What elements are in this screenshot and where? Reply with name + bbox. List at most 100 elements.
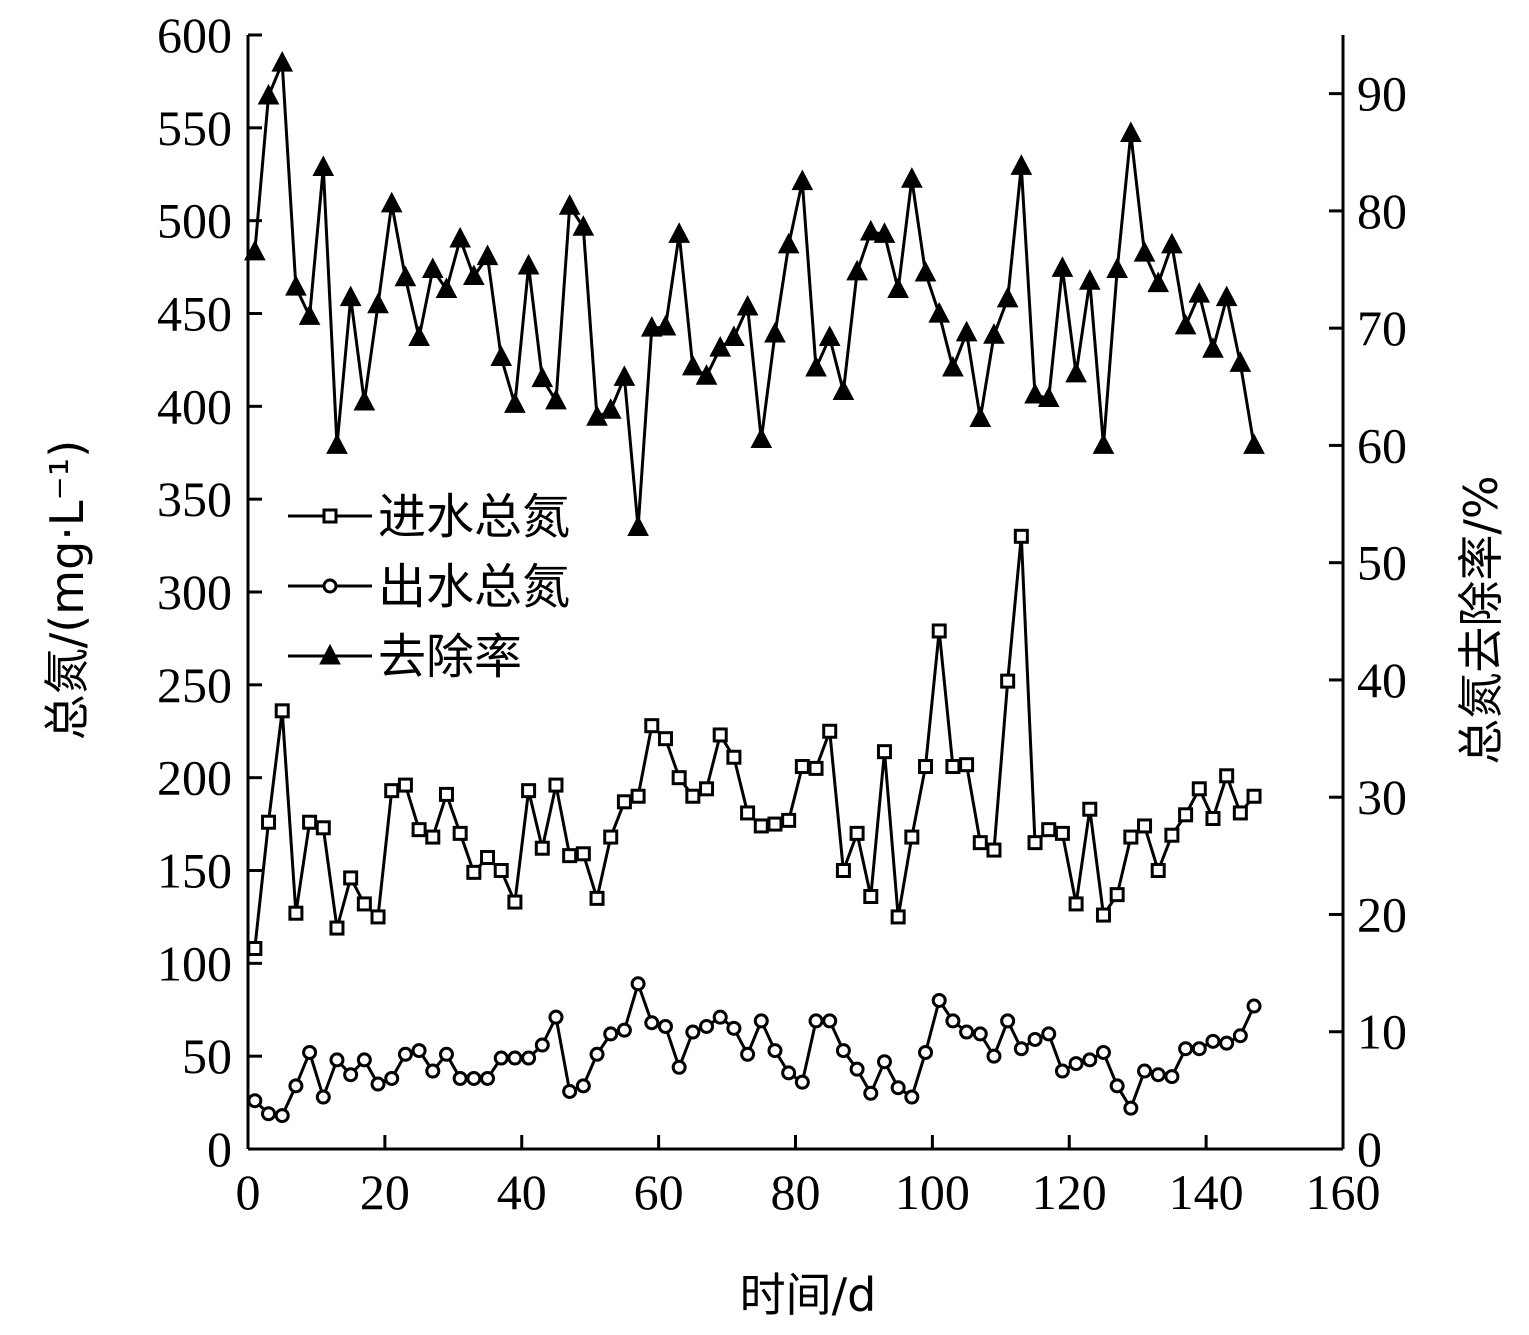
data-point-triangle [353, 389, 376, 411]
data-point-triangle [517, 253, 540, 275]
data-point-circle [548, 1009, 564, 1025]
data-point-circle [1150, 1067, 1166, 1083]
data-point-square [343, 870, 359, 886]
data-point-triangle [873, 222, 896, 243]
data-point-square [685, 788, 701, 804]
data-point-triangle [1065, 361, 1087, 383]
data-point-square [425, 829, 441, 845]
y-left-tick-label: 200 [157, 750, 232, 806]
data-point-triangle [942, 355, 964, 377]
data-point-triangle [285, 275, 307, 296]
data-point-circle [959, 1024, 975, 1040]
x-tick-label: 20 [360, 1164, 410, 1220]
data-point-triangle [969, 406, 992, 427]
data-point-square [548, 777, 564, 793]
data-point-triangle [777, 232, 800, 254]
data-point-circle [1191, 1041, 1207, 1057]
data-point-triangle [421, 257, 444, 279]
y-left-tick-label: 0 [207, 1121, 232, 1177]
data-point-circle [726, 1020, 742, 1036]
data-point-triangle [1174, 313, 1197, 335]
data-point-circle [1109, 1078, 1125, 1094]
data-point-triangle [476, 244, 499, 266]
data-point-circle [302, 1044, 318, 1060]
data-point-circle [247, 1093, 263, 1109]
data-point-triangle [723, 325, 745, 347]
data-point-circle [630, 976, 646, 992]
data-point-triangle [1010, 154, 1033, 175]
data-point-square [712, 727, 728, 743]
data-point-square [699, 781, 715, 797]
data-point-triangle [668, 222, 690, 243]
data-point-triangle [818, 325, 841, 347]
data-point-circle [740, 1046, 756, 1062]
y-right-tick-label: 50 [1357, 535, 1407, 591]
data-point-square [603, 829, 619, 845]
data-point-circle [972, 1026, 988, 1042]
data-point-square [480, 850, 496, 866]
data-point-square [808, 760, 824, 776]
data-point-square [671, 770, 687, 786]
data-point-triangle [367, 292, 389, 314]
data-point-circle [1000, 1013, 1016, 1029]
data-point-triangle [312, 155, 335, 177]
data-point-circle [1137, 1063, 1153, 1079]
data-point-triangle [394, 265, 417, 287]
y-left-tick-label: 50 [182, 1028, 232, 1084]
data-point-square [589, 890, 605, 906]
data-point-circle [1027, 1031, 1043, 1047]
data-point-triangle [599, 398, 622, 419]
data-point-square [1137, 818, 1153, 834]
data-point-triangle [1120, 121, 1142, 143]
data-point-circle [918, 1044, 934, 1060]
data-point-triangle [914, 260, 937, 282]
data-point-square [918, 759, 934, 775]
data-point-triangle [1161, 232, 1183, 254]
data-point-square [849, 825, 865, 841]
x-tick-label: 140 [1169, 1164, 1244, 1220]
series-line-triangle [253, 62, 1256, 528]
series-group [244, 51, 1265, 1124]
series-circle [247, 976, 1262, 1124]
data-point-circle [1068, 1056, 1084, 1072]
data-point-circle [644, 1015, 660, 1031]
data-point-square [863, 888, 879, 904]
data-point-circle [1205, 1033, 1221, 1049]
data-point-square [644, 718, 660, 734]
series-triangle [244, 51, 1265, 537]
y-left-tick-label: 150 [157, 843, 232, 899]
data-point-square [835, 863, 851, 878]
y-left-axis-title: 总氮/(mg·L⁻¹) [40, 440, 94, 740]
data-point-circle [849, 1061, 865, 1077]
data-point-circle [397, 1046, 413, 1062]
data-point-square [1205, 811, 1221, 827]
data-point-circle [384, 1070, 400, 1086]
data-point-triangle [408, 325, 430, 347]
data-point-triangle [627, 515, 649, 537]
data-point-circle [274, 1108, 290, 1124]
data-point-square [904, 829, 920, 845]
data-point-circle [671, 1059, 687, 1075]
data-point-circle [562, 1083, 578, 1099]
data-point-triangle [1037, 386, 1060, 408]
data-point-triangle [490, 345, 513, 366]
data-point-triangle [1188, 282, 1211, 303]
data-point-triangle [244, 239, 266, 261]
data-point-triangle [271, 51, 294, 72]
y-right-tick-label: 10 [1357, 1004, 1407, 1060]
data-point-circle [480, 1070, 496, 1086]
data-point-triangle [695, 364, 718, 385]
data-point-triangle [1106, 257, 1128, 279]
data-point-triangle [1243, 433, 1265, 454]
data-point-circle [575, 1078, 591, 1094]
data-point-triangle [805, 355, 827, 377]
data-point-triangle [996, 286, 1019, 308]
data-point-square [1219, 768, 1235, 784]
data-point-square [411, 822, 427, 838]
data-point-square [959, 757, 975, 773]
data-point-circle [288, 1078, 304, 1094]
data-point-circle [1095, 1044, 1111, 1060]
x-tick-label: 0 [236, 1164, 261, 1220]
data-point-triangle [545, 388, 567, 410]
